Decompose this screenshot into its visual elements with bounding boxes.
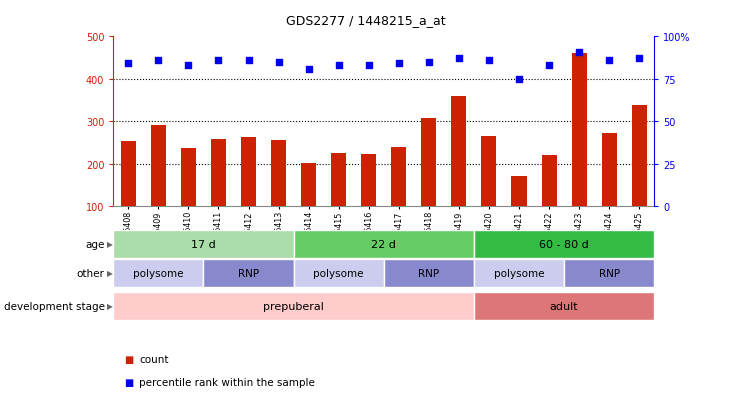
Text: ▶: ▶ [107, 301, 113, 311]
Point [393, 61, 405, 68]
Bar [331, 154, 346, 206]
Text: adult: adult [550, 301, 578, 311]
Bar [452, 97, 466, 206]
Text: 22 d: 22 d [371, 239, 396, 249]
Bar [361, 155, 376, 206]
Text: ▶: ▶ [107, 268, 113, 278]
Bar [151, 126, 166, 206]
Bar [602, 133, 617, 206]
Text: RNP: RNP [599, 268, 620, 278]
Text: 60 - 80 d: 60 - 80 d [539, 239, 589, 249]
Point [213, 57, 224, 64]
Text: ▶: ▶ [107, 240, 113, 249]
Point [183, 63, 194, 69]
Bar [301, 163, 317, 206]
Point [423, 59, 435, 66]
Bar [271, 141, 286, 206]
Text: other: other [77, 268, 105, 278]
Point [333, 63, 344, 69]
Bar [121, 142, 136, 206]
Text: count: count [139, 354, 168, 364]
Bar [542, 156, 556, 206]
Bar [632, 106, 647, 206]
Text: 17 d: 17 d [191, 239, 216, 249]
Point [483, 57, 495, 64]
Text: percentile rank within the sample: percentile rank within the sample [139, 377, 315, 387]
Bar [181, 149, 196, 206]
Point [153, 57, 164, 64]
Text: ■: ■ [124, 354, 134, 364]
Text: polysome: polysome [493, 268, 545, 278]
Bar [512, 177, 526, 206]
Bar [482, 137, 496, 206]
Text: polysome: polysome [133, 268, 183, 278]
Point [513, 76, 525, 83]
Bar [241, 138, 256, 206]
Text: prepuberal: prepuberal [263, 301, 324, 311]
Point [603, 57, 615, 64]
Text: age: age [85, 239, 105, 249]
Bar [211, 140, 226, 206]
Text: RNP: RNP [238, 268, 259, 278]
Text: ■: ■ [124, 377, 134, 387]
Point [573, 49, 585, 56]
Bar [421, 119, 436, 206]
Point [273, 59, 284, 66]
Text: RNP: RNP [418, 268, 439, 278]
Point [123, 61, 135, 68]
Point [543, 63, 555, 69]
Point [363, 63, 374, 69]
Point [633, 56, 645, 62]
Point [303, 66, 314, 73]
Point [453, 56, 465, 62]
Text: GDS2277 / 1448215_a_at: GDS2277 / 1448215_a_at [286, 14, 445, 27]
Point [243, 57, 254, 64]
Text: development stage: development stage [4, 301, 105, 311]
Text: polysome: polysome [314, 268, 364, 278]
Bar [391, 147, 406, 206]
Bar [572, 54, 587, 206]
